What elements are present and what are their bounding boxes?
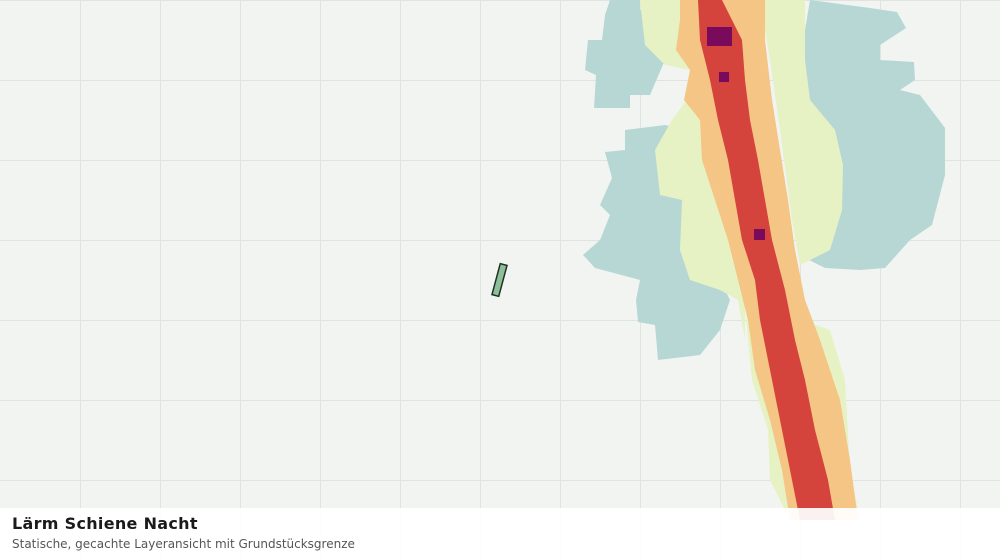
parcel-boundary [491,262,508,298]
legend-panel: Lärm Schiene Nacht Statische, gecachte L… [0,508,1000,560]
layer-title: Lärm Schiene Nacht [12,514,198,533]
layer-subtitle: Statische, gecachte Layeransicht mit Gru… [12,537,355,551]
noise-zone-very-high [698,0,835,520]
noise-zone-extreme [707,27,765,240]
